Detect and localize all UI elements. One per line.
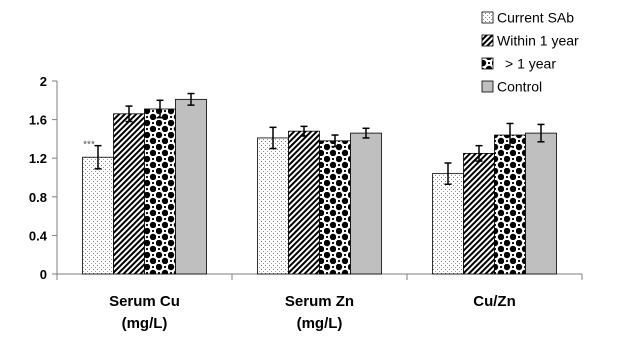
bar	[463, 152, 495, 275]
bar	[432, 173, 464, 275]
x-category-label: Serum Zn	[285, 293, 354, 310]
legend-label: > 1 year	[505, 56, 556, 72]
y-tick-label: 0	[40, 267, 47, 282]
legend-label: Control	[497, 79, 542, 95]
legend-swatch	[481, 80, 494, 93]
y-tick-label: 0.8	[29, 190, 47, 205]
legend-label: Current SAb	[497, 10, 574, 26]
legend-swatch	[481, 57, 494, 70]
x-category-label: Serum Cu	[109, 293, 180, 310]
significance-marker: ***	[83, 140, 95, 151]
bar	[288, 130, 320, 275]
y-tick-label: 1.2	[29, 151, 47, 166]
bar	[350, 132, 382, 275]
legend-swatch	[481, 34, 494, 47]
bar	[82, 156, 114, 275]
bar	[319, 140, 351, 275]
bar	[525, 132, 557, 275]
bar	[113, 113, 145, 275]
legend-swatch	[481, 11, 494, 24]
y-tick-label: 1.6	[29, 113, 47, 128]
plot-area: 0 0.4 0.8 1.2 1.6 2 Serum Cu (mg/L) Serum Zn (mg/…	[29, 74, 583, 332]
bar	[144, 108, 176, 275]
legend: Current SAb Within 1 year > 1 year Control	[481, 10, 579, 95]
x-category-label: (mg/L)	[122, 315, 168, 332]
bar	[257, 137, 289, 275]
y-tick-label: 0.4	[29, 228, 48, 243]
y-tick-label: 2	[40, 74, 47, 89]
x-category-label: (mg/L)	[297, 315, 343, 332]
x-category-label: Cu/Zn	[473, 293, 516, 310]
legend-label: Within 1 year	[497, 33, 579, 49]
bar	[494, 134, 526, 275]
bar	[175, 98, 207, 275]
